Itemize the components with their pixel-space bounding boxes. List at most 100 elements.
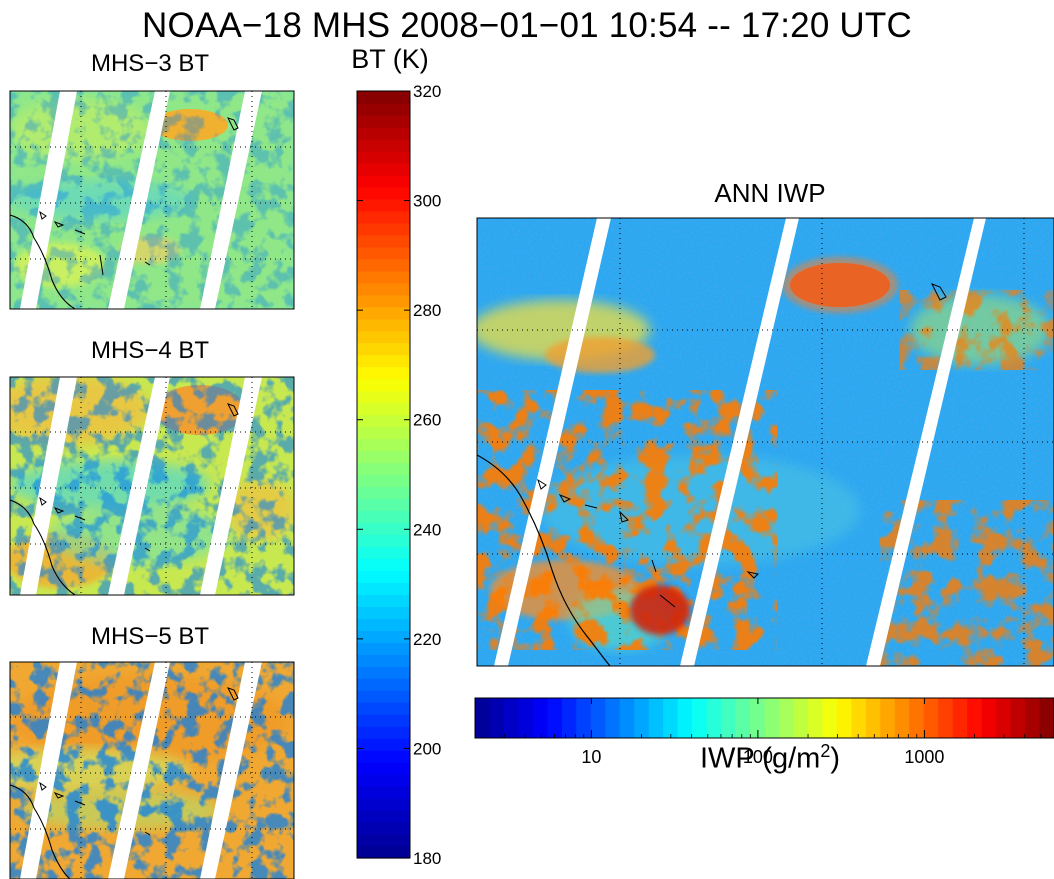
bt-colorbar-segment — [357, 522, 410, 536]
iwp-colorbar-segment — [605, 698, 621, 738]
bt-colorbar-segment — [357, 270, 410, 284]
iwp-colorbar-segment — [547, 698, 563, 738]
bt-tick-label: 280 — [413, 301, 441, 320]
bt-colorbar-segment — [357, 354, 410, 368]
iwp-colorbar-label: IWP (g/m2) — [640, 741, 900, 776]
bt-colorbar-segment — [357, 546, 410, 559]
bt-colorbar-segment — [357, 174, 410, 188]
iwp-colorbar-segment — [880, 698, 896, 738]
iwp-colorbar-segment — [1039, 698, 1054, 738]
bt-colorbar-segment — [357, 306, 410, 320]
iwp-colorbar-segment — [851, 698, 867, 738]
bt-colorbar-segment — [357, 726, 410, 739]
iwp-colorbar-segment — [923, 698, 939, 738]
bt-colorbar-segment — [357, 762, 410, 775]
mhs5-swath-gaps — [20, 662, 262, 879]
bt-colorbar-segment — [357, 846, 410, 859]
iwp-colorbar-segment — [590, 698, 606, 738]
bt-tick-label: 180 — [413, 849, 441, 868]
iwp-colorbar-segment — [909, 698, 925, 738]
iwp-colorbar-segment — [996, 698, 1012, 738]
iwp-colorbar-segment — [532, 698, 548, 738]
bt-colorbar-segment — [357, 630, 410, 643]
bt-colorbar-segment — [357, 450, 410, 464]
bt-colorbar-segment — [357, 438, 410, 452]
bt-tick-label: 300 — [413, 192, 441, 211]
iwp-colorbar-segment — [778, 698, 795, 738]
bt-tick-label: 320 — [413, 82, 441, 101]
iwp-colorbar-segment — [764, 698, 780, 738]
bt-tick-label: 240 — [413, 520, 441, 539]
bt-colorbar-segment — [357, 102, 410, 116]
bt-colorbar-segment — [357, 594, 410, 607]
iwp-colorbar-segment — [677, 698, 693, 738]
bt-colorbar-segment — [357, 474, 410, 488]
bt-colorbar-segment — [357, 666, 410, 679]
bt-colorbar-segment — [357, 426, 410, 440]
bt-colorbar-segment — [357, 654, 410, 667]
bt-colorbar-segment — [357, 294, 410, 308]
bt-colorbar-segment — [357, 258, 410, 272]
iwp-colorbar-segment — [619, 698, 635, 738]
bt-colorbar-segment — [357, 330, 410, 344]
mhs4-swath-gaps — [20, 377, 262, 595]
bt-colorbar-segment — [357, 390, 410, 404]
mhs4-panel — [10, 377, 294, 595]
iwp-tick-label: 10 — [581, 747, 601, 767]
bt-colorbar-segment — [357, 162, 410, 176]
iwp-colorbar-segment — [793, 698, 809, 738]
iwp-colorbar: 10 100 1000 — [474, 697, 1054, 767]
iwp-colorbar-segment — [735, 698, 751, 738]
iwp-colorbar-segment — [561, 698, 577, 738]
bt-colorbar-label: BT (K) — [351, 44, 429, 74]
iwp-colorbar-segment — [836, 698, 852, 738]
bt-colorbar-segment — [357, 738, 410, 751]
mhs5-title: MHS−5 BT — [90, 623, 210, 650]
bt-colorbar-segment — [357, 402, 410, 416]
iwp-colorbar-segment — [952, 698, 968, 738]
bt-colorbar-segment — [357, 822, 410, 835]
bt-colorbar-segment — [357, 126, 410, 140]
bt-colorbar-segment — [357, 750, 410, 763]
bt-colorbar-segment — [357, 114, 410, 128]
iwp-colorbar-segment — [967, 698, 983, 738]
iwp-colorbar-segment — [475, 698, 491, 738]
bt-colorbar-segment — [357, 702, 410, 715]
iwp-colorbar-segment — [634, 698, 650, 738]
bt-tick-label: 200 — [413, 739, 441, 758]
bt-colorbar-segment — [357, 234, 410, 248]
bt-colorbar-segment — [357, 798, 410, 811]
mhs3-title: MHS−3 BT — [90, 50, 210, 77]
mhs4-title: MHS−4 BT — [90, 337, 210, 364]
iwp-tick-label: 1000 — [904, 747, 944, 767]
iwp-colorbar-segment — [692, 698, 708, 738]
bt-colorbar-segment — [357, 714, 410, 727]
mhs5-panel — [10, 662, 294, 879]
bt-colorbar-segment — [357, 774, 410, 787]
iwp-title: ANN IWP — [714, 178, 826, 208]
bt-colorbar-segment — [357, 678, 410, 691]
bt-colorbar-segment — [357, 222, 410, 236]
bt-colorbar-segment — [357, 486, 410, 500]
bt-colorbar-segment — [357, 366, 410, 380]
bt-colorbar: 320 300 280 260 240 220 200 180 — [356, 82, 441, 868]
bt-colorbar-segment — [357, 810, 410, 823]
iwp-label-close: ) — [830, 742, 840, 775]
iwp-colorbar-segment — [981, 698, 997, 738]
iwp-colorbar-segment — [721, 698, 737, 738]
bt-colorbar-segment — [357, 690, 410, 703]
iwp-panel — [477, 218, 1054, 666]
iwp-colorbar-segment — [750, 698, 766, 738]
iwp-colorbar-segment — [576, 698, 592, 738]
iwp-tick-label: 100 — [743, 747, 773, 767]
bt-colorbar-segment — [357, 786, 410, 799]
iwp-label-main: IWP (g/m — [700, 742, 821, 775]
bt-colorbar-segment — [357, 558, 410, 571]
figure-title: NOAA−18 MHS 2008−01−01 10:54 -- 17:20 UT… — [142, 6, 912, 45]
mhs3-swath-gaps — [20, 91, 262, 309]
bt-colorbar-segment — [357, 498, 410, 512]
iwp-colorbar-segment — [822, 698, 838, 738]
iwp-colorbar-segment — [1010, 698, 1026, 738]
iwp-colorbar-segment — [663, 698, 679, 738]
